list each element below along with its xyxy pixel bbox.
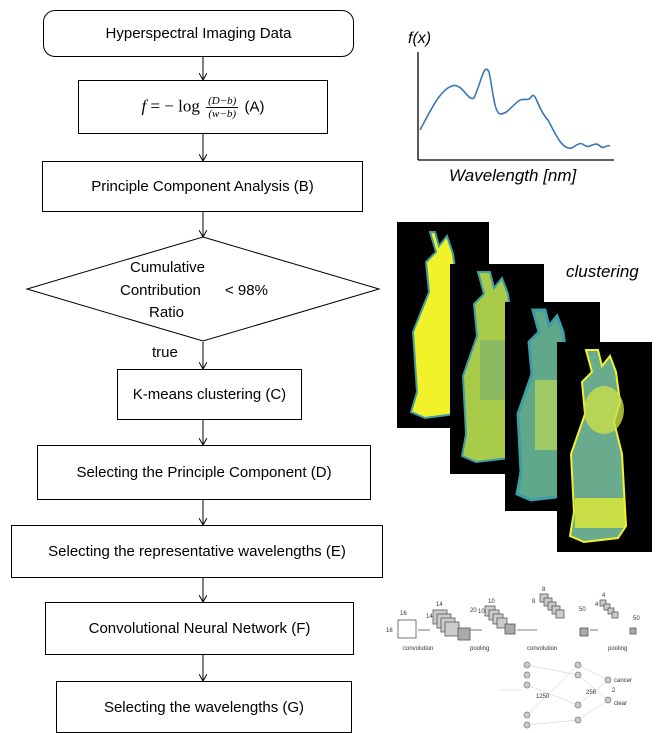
- spectrum-ylabel: f(x): [408, 30, 432, 47]
- cnn-box: Convolutional Neural Network (F): [45, 602, 354, 655]
- select-rep-box: Selecting the representative wavelengths…: [11, 525, 383, 578]
- cnn-label-size: 16: [386, 628, 393, 634]
- pca-box: Principle Component Analysis (B): [42, 161, 363, 212]
- formula-numerator: (D−b): [206, 94, 239, 108]
- decision-cond: < 98%: [225, 282, 268, 299]
- cnn-label-size: 4: [595, 602, 599, 608]
- cnn-step-label: pooling: [470, 646, 489, 652]
- clustering-label: clustering: [566, 262, 639, 281]
- cnn-label-size: 8: [532, 599, 536, 605]
- fc-label: 256: [586, 690, 597, 696]
- formula-fraction: (D−b) (w−b): [206, 94, 239, 120]
- cnn-label-size: 4: [602, 593, 606, 599]
- fc-label: 1250: [536, 694, 550, 700]
- formula-denominator: (w−b): [208, 107, 236, 120]
- kmeans-box: K-means clustering (C): [117, 369, 302, 420]
- cnn-label-size: 20: [470, 608, 477, 614]
- cnn-step-label: pooling: [608, 646, 627, 652]
- cnn-label-size: 14: [426, 614, 433, 620]
- select-wl-box: Selecting the wavelengths (G): [56, 681, 352, 733]
- cnn-label-size: 10: [488, 599, 495, 605]
- cnn-label-size: 14: [436, 602, 443, 608]
- cnn-label-size: 16: [400, 611, 407, 617]
- decision-diamond: [25, 236, 381, 342]
- decision-line3: Ratio: [149, 304, 185, 321]
- formula-lhs: f: [141, 95, 147, 115]
- fc-output: clear: [614, 701, 627, 707]
- true-label: true: [152, 344, 178, 361]
- decision-line1: Cumulative: [130, 259, 206, 276]
- formula-tag: (A): [244, 97, 265, 115]
- fc-label: 2: [612, 688, 616, 694]
- cnn-step-label: convolution: [527, 646, 557, 652]
- cluster-panel-4: [557, 342, 652, 552]
- select-pc-box: Selecting the Principle Component (D): [37, 445, 371, 500]
- spectrum-xlabel: Wavelength [nm]: [449, 166, 577, 185]
- formula-op: = − log: [150, 95, 200, 115]
- cnn-label-size: 8: [542, 587, 546, 593]
- start-node: Hyperspectral Imaging Data: [43, 10, 354, 57]
- formula-box: f = − log (D−b) (w−b) (A): [78, 80, 328, 134]
- cnn-step-label: convolution: [403, 646, 433, 652]
- decision-line2: Contribution: [120, 282, 201, 299]
- cnn-label-size: 50: [633, 616, 640, 622]
- cnn-input: [397, 619, 417, 639]
- cnn-label-size: 50: [579, 607, 586, 613]
- spectrum-curve: [419, 68, 611, 150]
- fc-output: cancer: [614, 678, 632, 684]
- cnn-label-size: 10: [478, 609, 485, 615]
